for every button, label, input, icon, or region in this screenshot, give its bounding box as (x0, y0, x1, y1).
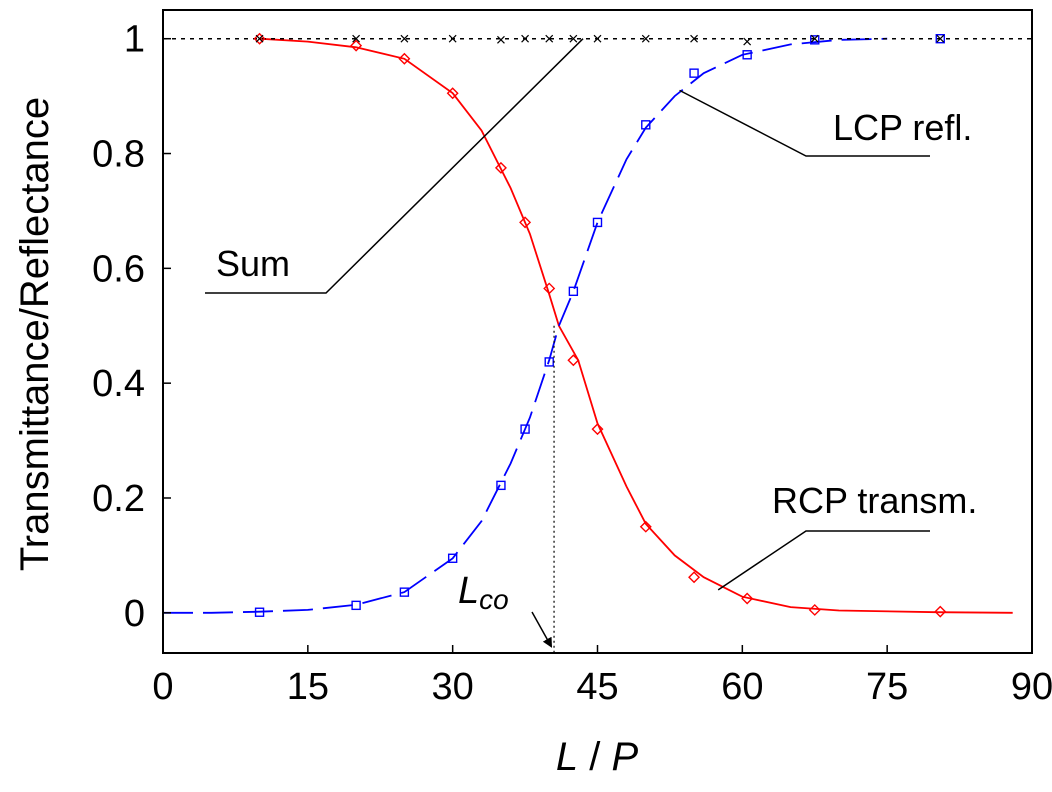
annotation-leaders (205, 38, 930, 653)
annotation-leader-sum (205, 38, 584, 294)
data-point-diamond (567, 354, 580, 367)
data-point-diamond (253, 32, 266, 45)
data-point-diamond (519, 216, 532, 229)
x-tick-label: 75 (866, 666, 908, 708)
data-point-diamond (741, 592, 754, 605)
series-line-square (163, 37, 888, 614)
data-point-square (254, 607, 265, 617)
data-point-cross (641, 34, 650, 43)
data-point-square (641, 120, 651, 130)
annotation-rcp-transm: RCP transm. (772, 480, 977, 521)
data-point-square (935, 34, 945, 44)
y-tick-label: 0.6 (92, 248, 145, 290)
data-point-diamond (934, 605, 947, 618)
x-tick-label: 15 (287, 666, 329, 708)
x-tick-label: 60 (721, 666, 763, 708)
data-point-diamond (543, 282, 556, 295)
data-point-diamond (350, 39, 363, 52)
axis-ticks: 0 15 30 45 60 75 90 0 0.2 0.4 0.6 0.8 1 (92, 19, 1052, 708)
annotation-sum: Sum (216, 243, 290, 284)
y-tick-label: 0.2 (92, 478, 145, 520)
x-tick-label: 30 (432, 666, 474, 708)
data-point-cross (352, 34, 361, 43)
data-point-cross (810, 34, 819, 43)
data-point-cross (255, 34, 264, 43)
data-point-square (544, 357, 554, 367)
data-point-diamond (398, 52, 411, 65)
annotation-lco: Lco (458, 570, 509, 615)
markers-layer (253, 32, 947, 618)
data-point-diamond (808, 603, 821, 616)
annotation-leader-lcp (679, 89, 930, 157)
x-tick-label: 0 (152, 666, 173, 708)
data-point-cross (521, 34, 530, 43)
data-point-cross (936, 34, 945, 43)
data-point-square (399, 587, 410, 597)
y-tick-label: 0.4 (92, 363, 145, 405)
data-point-diamond (688, 571, 701, 584)
y-axis-title: Transmittance/Reflectance (13, 97, 57, 571)
data-point-diamond (591, 423, 604, 436)
data-point-square (520, 424, 530, 434)
data-point-square (689, 68, 699, 78)
data-point-cross (743, 37, 752, 46)
annotation-lcp-refl: LCP refl. (833, 107, 972, 148)
data-point-diamond (446, 87, 459, 100)
y-tick-label: 1 (124, 19, 145, 61)
x-axis-title: L / P (556, 735, 639, 779)
annotation-lco-subscript: co (479, 584, 509, 615)
data-point-square (447, 553, 458, 563)
data-point-square (592, 217, 603, 228)
data-point-square (496, 480, 506, 491)
data-point-cross (448, 34, 457, 43)
data-point-cross (593, 34, 602, 43)
data-point-square (568, 286, 579, 297)
data-point-square (810, 35, 820, 45)
data-point-diamond (494, 161, 507, 174)
annotation-arrow-lco (531, 611, 553, 648)
y-tick-label: 0 (124, 593, 145, 635)
y-tick-label: 0.8 (92, 134, 145, 176)
data-point-cross (569, 34, 578, 43)
x-axis-title-var-l: L (556, 735, 578, 779)
x-tick-label: 90 (1011, 666, 1052, 708)
data-point-square (351, 600, 361, 611)
data-point-cross (497, 35, 505, 44)
data-point-square (742, 50, 752, 60)
x-tick-label: 45 (576, 666, 618, 708)
data-point-diamond (639, 520, 652, 533)
x-axis-title-var-p: P (611, 735, 638, 779)
data-point-cross (400, 34, 409, 43)
annotation-leader-rcp (717, 530, 930, 591)
data-point-cross (545, 34, 554, 43)
annotation-lco-main: L (458, 570, 479, 612)
data-point-cross (690, 34, 698, 43)
x-axis-title-slash: / (578, 735, 611, 779)
